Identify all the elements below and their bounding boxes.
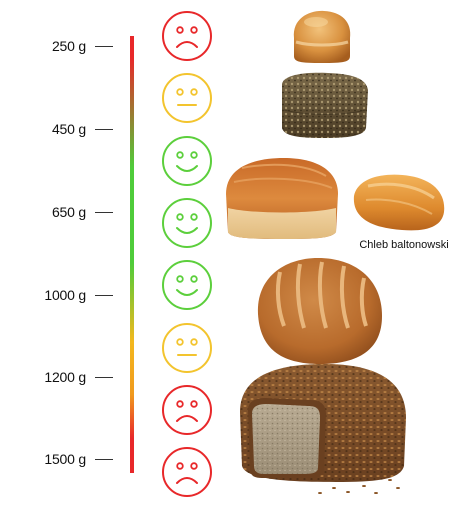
- weight-label-650: 650 g: [51, 204, 86, 220]
- weight-label-1500: 1500 g: [44, 451, 86, 467]
- sad-face-icon: [162, 447, 212, 497]
- weight-scale-bar: [130, 36, 134, 473]
- weight-label-250: 250 g: [51, 38, 86, 54]
- happy-face-icon: [162, 198, 212, 248]
- tick-1500: [95, 459, 113, 460]
- neutral-face-icon: [162, 323, 212, 373]
- happy-face-icon: [162, 260, 212, 310]
- bread-baltonowski-label: Chleb baltonowski: [359, 239, 449, 251]
- bread-small-round-icon: [293, 10, 351, 63]
- weight-label-1200: 1200 g: [44, 369, 86, 385]
- bread-sandwich-loaf-icon: [226, 158, 338, 239]
- tick-1200: [95, 377, 113, 378]
- bread-seeded-dark-icon: [282, 72, 368, 138]
- sad-face-icon: [162, 385, 212, 435]
- tick-1000: [95, 295, 113, 296]
- happy-face-icon: [162, 136, 212, 186]
- tick-650: [95, 212, 113, 213]
- bread-baltonowski-icon: [353, 174, 445, 231]
- bread-scored-loaf-icon: [257, 258, 382, 364]
- tick-250: [95, 46, 113, 47]
- neutral-face-icon: [162, 73, 212, 123]
- tick-450: [95, 129, 113, 130]
- sad-face-icon: [162, 11, 212, 61]
- weight-label-1000: 1000 g: [44, 287, 86, 303]
- bread-large-seeded-icon: [240, 364, 406, 494]
- weight-label-450: 450 g: [51, 121, 86, 137]
